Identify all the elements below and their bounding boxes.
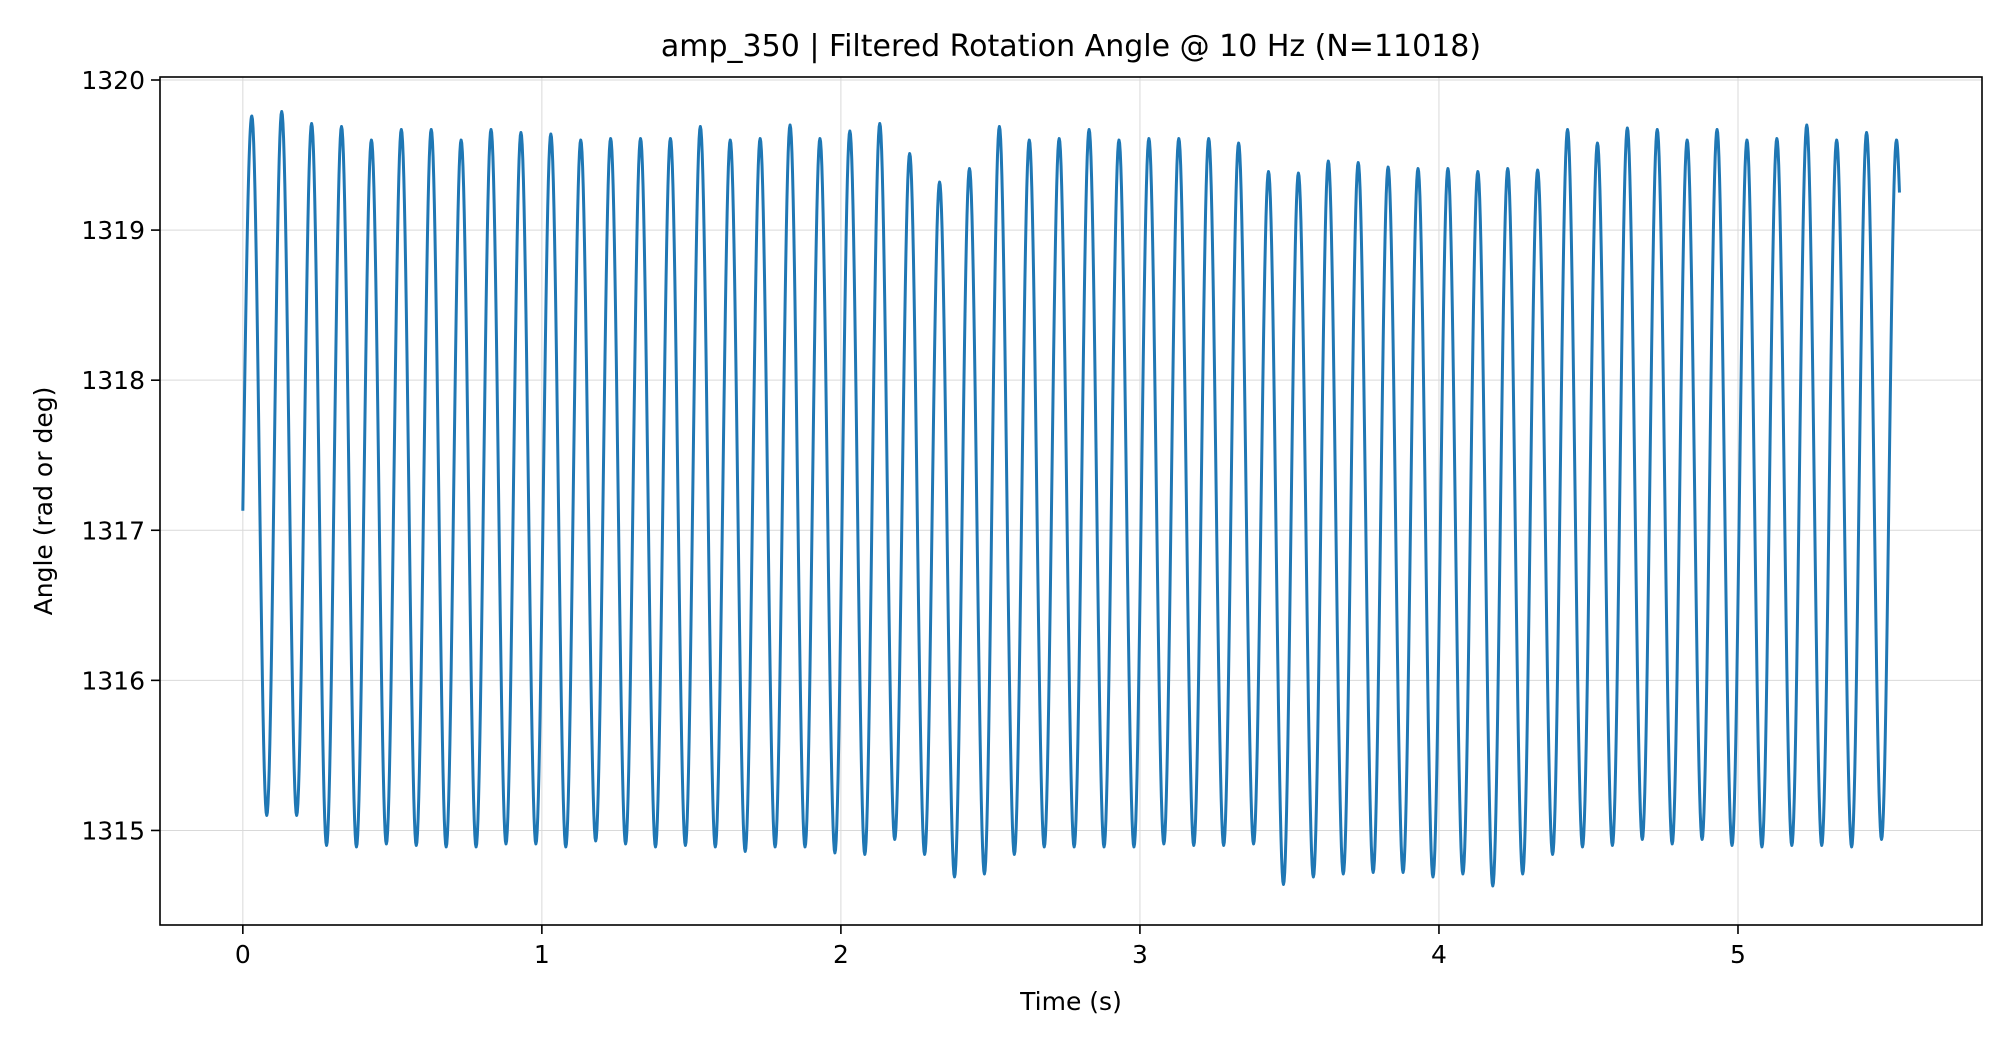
- chart-title: amp_350 | Filtered Rotation Angle @ 10 H…: [661, 29, 1481, 64]
- series-line-0: [241, 110, 1901, 888]
- y-tick-label: 1316: [81, 666, 145, 695]
- x-tick-label: 2: [833, 940, 849, 969]
- x-axis-label: Time (s): [1019, 987, 1122, 1016]
- y-tick-label: 1320: [81, 66, 145, 95]
- x-tick-label: 3: [1132, 940, 1148, 969]
- series-layer: [241, 110, 1901, 888]
- tick-layer: 0 1 2 3 4 5 1315 1316 1317 1318 1319 1320: [81, 66, 1746, 969]
- y-tick-label: 1319: [81, 216, 145, 245]
- y-tick-label: 1318: [81, 366, 145, 395]
- y-tick-label: 1317: [81, 516, 145, 545]
- axes-frame: [159, 76, 1983, 926]
- x-tick-label: 0: [235, 940, 251, 969]
- x-tick-label: 4: [1431, 940, 1447, 969]
- y-axis-label: Angle (rad or deg): [29, 387, 58, 616]
- y-tick-label: 1315: [81, 816, 145, 845]
- x-tick-label: 5: [1730, 940, 1746, 969]
- x-tick-label: 1: [534, 940, 550, 969]
